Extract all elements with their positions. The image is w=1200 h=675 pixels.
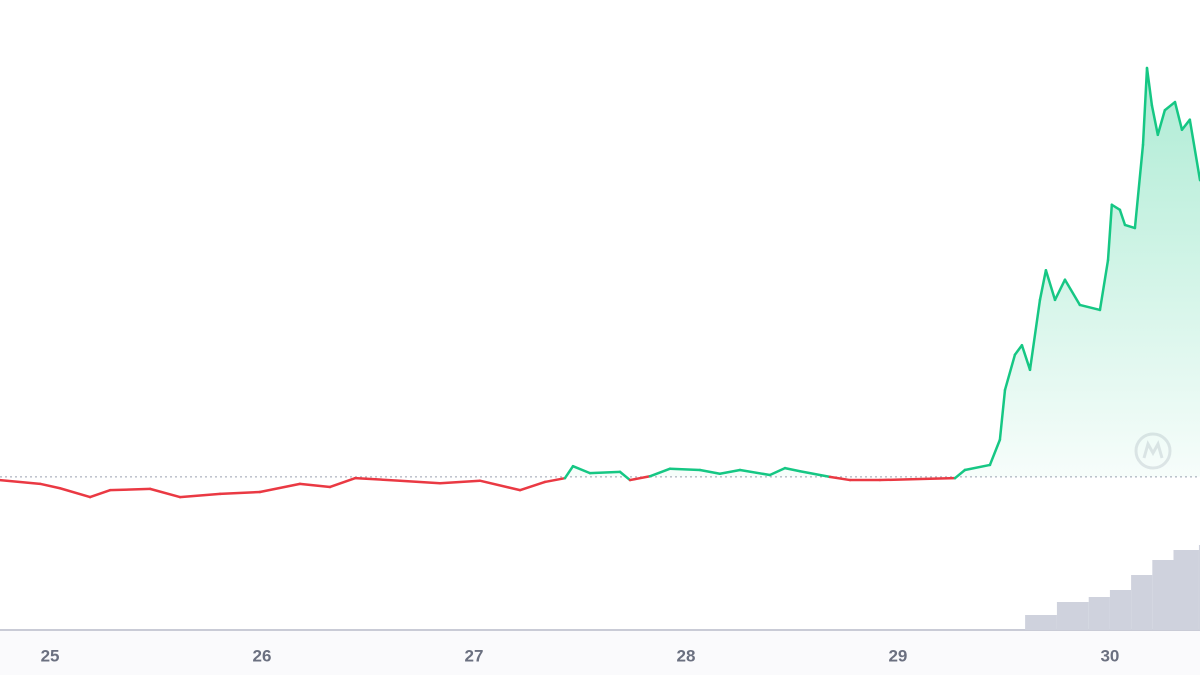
price-line (648, 467, 672, 478)
axis-band (0, 630, 1200, 675)
price-line (1110, 203, 1122, 212)
price-line (218, 490, 262, 496)
price-line (1150, 103, 1160, 137)
volume-bar (1056, 602, 1089, 630)
price-line (1188, 118, 1200, 182)
price-line (58, 487, 92, 499)
volume-bar (1198, 545, 1200, 630)
price-line (1003, 353, 1017, 392)
area (0, 68, 1200, 477)
price-line (38, 482, 62, 490)
volume-bar (1109, 590, 1132, 630)
price-line (988, 438, 1002, 467)
x-tick-label: 26 (253, 646, 272, 665)
price-line (563, 464, 575, 480)
price-line (108, 487, 152, 492)
price-line (698, 468, 722, 476)
price-line (878, 477, 932, 482)
price-line (478, 479, 522, 492)
price-line (1053, 278, 1067, 302)
price-line (543, 476, 567, 484)
price-line (1163, 100, 1177, 112)
price-line (88, 488, 112, 499)
x-tick-label: 25 (41, 646, 60, 665)
price-line (1173, 100, 1184, 132)
price-line (0, 478, 42, 486)
price-line (1013, 343, 1024, 356)
price-line (1106, 203, 1114, 262)
x-tick-label: 29 (888, 646, 907, 665)
price-line (588, 470, 622, 475)
price-line (258, 482, 302, 494)
price-line (1078, 303, 1102, 312)
price-line (1098, 258, 1110, 312)
price-line (1156, 109, 1167, 137)
price-line (668, 467, 702, 472)
price-line (928, 476, 957, 481)
price-line (1044, 269, 1057, 302)
price-line (1118, 208, 1127, 227)
volume-bar (1173, 550, 1199, 630)
price-line (828, 475, 852, 482)
x-tick-label: 27 (465, 646, 484, 665)
volume-bar (1152, 560, 1174, 630)
price-line (953, 468, 967, 480)
price-line (1133, 143, 1145, 230)
volume-bar (1088, 597, 1110, 630)
price-line (178, 492, 222, 499)
price-line (1145, 66, 1154, 107)
price-line (1020, 343, 1032, 372)
price-line (963, 463, 992, 472)
price-line (571, 464, 592, 475)
price-line (768, 466, 787, 477)
price-line (1063, 278, 1082, 307)
x-tick-label: 30 (1100, 646, 1119, 665)
price-line (998, 388, 1007, 441)
price-line (148, 487, 182, 499)
x-tick-label: 28 (676, 646, 695, 665)
price-line (1141, 66, 1149, 147)
price-line (798, 469, 832, 479)
price-line (783, 466, 802, 473)
price-line (1180, 118, 1192, 132)
volume-bar (1025, 615, 1057, 630)
volume-bar (1131, 575, 1153, 630)
price-line (398, 479, 442, 485)
price-line (738, 468, 772, 477)
price-line (298, 482, 332, 489)
price-line (353, 476, 402, 482)
price-line (1038, 269, 1048, 302)
price-line (628, 475, 652, 482)
price-line (438, 479, 482, 485)
price-line (618, 470, 632, 482)
price-line (1123, 223, 1137, 230)
price-line (718, 468, 742, 476)
price-line (1028, 298, 1042, 372)
price-line (518, 480, 547, 492)
price-line (328, 476, 357, 489)
